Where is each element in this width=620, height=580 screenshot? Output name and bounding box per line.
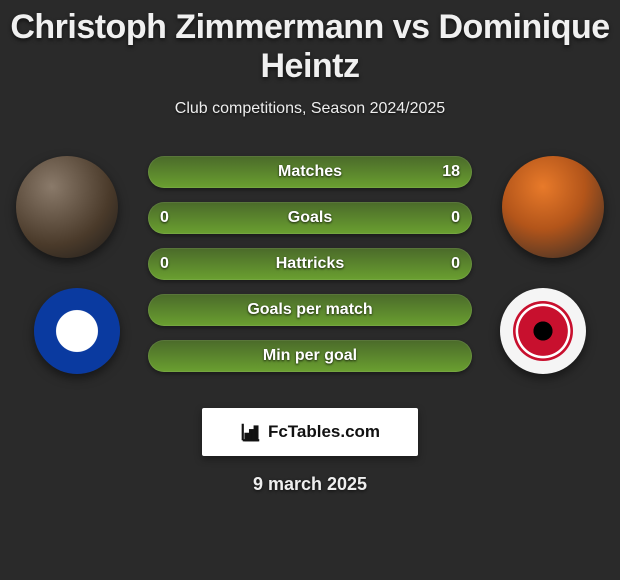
- stat-label: Goals per match: [247, 301, 372, 319]
- stat-row-goals-per-match: Goals per match: [148, 294, 472, 326]
- footer-date: 9 march 2025: [8, 474, 612, 495]
- stat-label: Goals: [288, 209, 332, 227]
- stat-value-right: 18: [442, 163, 460, 181]
- stat-row-hattricks: 0 Hattricks 0: [148, 248, 472, 280]
- stat-row-min-per-goal: Min per goal: [148, 340, 472, 372]
- stat-label: Matches: [278, 163, 342, 181]
- club-logo-right: [500, 288, 586, 374]
- watermark-text: FcTables.com: [268, 422, 380, 442]
- stat-value-left: 0: [160, 255, 169, 273]
- stat-row-matches: Matches 18: [148, 156, 472, 188]
- stat-label: Min per goal: [263, 347, 357, 365]
- stat-value-left: 0: [160, 209, 169, 227]
- subtitle: Club competitions, Season 2024/2025: [8, 100, 612, 118]
- bar-chart-icon: [240, 421, 262, 443]
- stat-pill-list: Matches 18 0 Goals 0 0 Hattricks 0 Goals…: [148, 156, 472, 372]
- stat-label: Hattricks: [276, 255, 344, 273]
- player-avatar-right: [502, 156, 604, 258]
- club-logo-left: [34, 288, 120, 374]
- stat-value-right: 0: [451, 255, 460, 273]
- page-title: Christoph Zimmermann vs Dominique Heintz: [8, 8, 612, 86]
- watermark-badge: FcTables.com: [202, 408, 418, 456]
- comparison-area: Matches 18 0 Goals 0 0 Hattricks 0 Goals…: [8, 146, 612, 396]
- player-avatar-left: [16, 156, 118, 258]
- stat-row-goals: 0 Goals 0: [148, 202, 472, 234]
- stat-value-right: 0: [451, 209, 460, 227]
